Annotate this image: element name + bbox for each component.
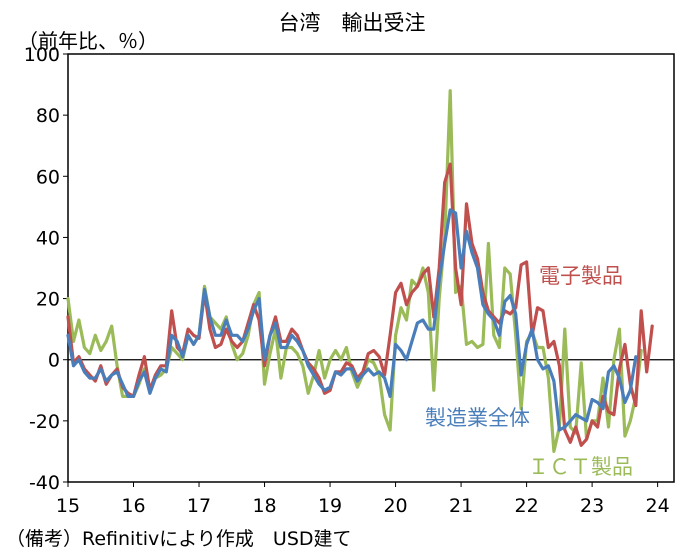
x-tick-label: 15 bbox=[56, 495, 80, 517]
source-note: （備考）Refinitivにより作成 USD建て bbox=[6, 528, 352, 550]
y-tick-label: 100 bbox=[24, 44, 60, 66]
series-label-electronics: 電子製品 bbox=[539, 264, 623, 288]
y-tick-label: 60 bbox=[36, 166, 60, 188]
series-line-manufacturing bbox=[66, 208, 638, 432]
x-tick-label: 22 bbox=[515, 495, 539, 517]
y-axis: -40 -20 0 20 40 60 80 100 bbox=[24, 44, 68, 494]
x-tick-label: 18 bbox=[252, 495, 276, 517]
y-axis-label: （前年比、％） bbox=[18, 29, 158, 53]
x-tick-label: 23 bbox=[580, 495, 604, 517]
x-tick-label: 21 bbox=[449, 495, 473, 517]
x-tick-label: 20 bbox=[383, 495, 407, 517]
x-tick-label: 24 bbox=[646, 495, 670, 517]
y-tick-label: 40 bbox=[36, 227, 60, 249]
x-tick-label: 17 bbox=[187, 495, 211, 517]
series-lines bbox=[66, 89, 654, 453]
x-tick-label: 16 bbox=[121, 495, 145, 517]
chart-title: 台湾 輸出受注 bbox=[279, 11, 426, 35]
series-label-ict: ＩＣＴ製品 bbox=[528, 455, 633, 479]
y-tick-label: 0 bbox=[48, 350, 60, 372]
x-axis: 15 16 17 18 19 20 21 22 23 24 bbox=[56, 482, 670, 517]
series-label-manufacturing: 製造業全体 bbox=[425, 406, 530, 430]
y-tick-label: -40 bbox=[29, 472, 60, 494]
y-tick-label: 80 bbox=[36, 105, 60, 127]
y-tick-label: -20 bbox=[29, 411, 60, 433]
x-tick-label: 19 bbox=[318, 495, 342, 517]
y-tick-label: 20 bbox=[36, 289, 60, 311]
plot-area bbox=[67, 53, 675, 483]
series-line-electronics bbox=[66, 162, 654, 447]
